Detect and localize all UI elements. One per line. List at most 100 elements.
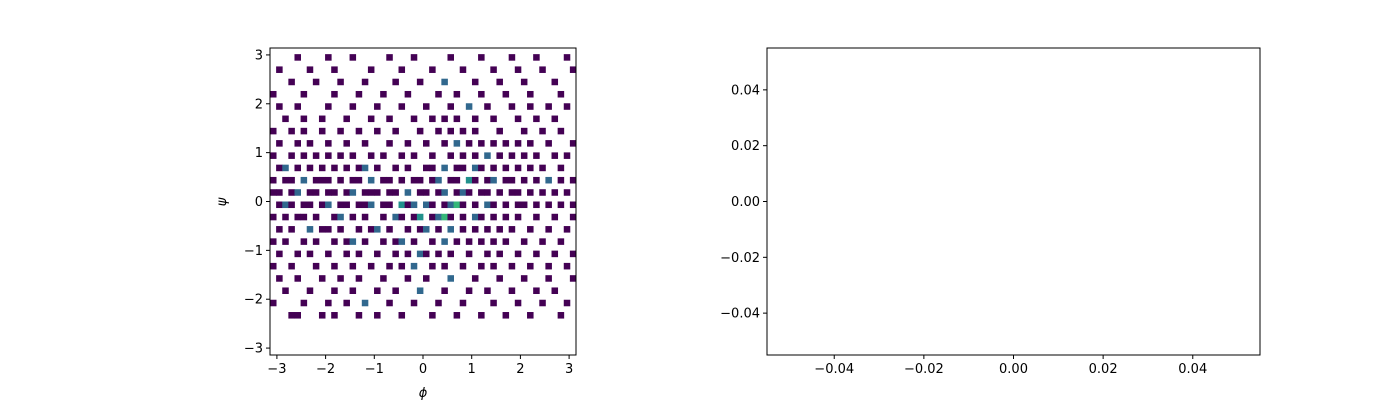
- histogram-cell: [410, 54, 418, 61]
- histogram-cell: [563, 299, 571, 307]
- histogram-cell: [471, 164, 479, 172]
- histogram-cell: [398, 152, 406, 159]
- histogram-cell: [514, 250, 522, 258]
- histogram-cell: [465, 189, 473, 196]
- histogram-cell: [527, 312, 534, 319]
- histogram-cell: [551, 189, 559, 196]
- histogram-cell: [459, 201, 467, 209]
- histogram-cell: [533, 152, 540, 159]
- histogram-cell: [386, 226, 393, 233]
- empty-axes-x-tick-label: −0.02: [904, 362, 944, 377]
- histogram-cell: [447, 103, 454, 110]
- histogram-cell: [300, 299, 308, 307]
- histogram-cell: [465, 103, 473, 110]
- histogram-cell: [325, 152, 332, 159]
- histogram-cell: [361, 140, 369, 147]
- histogram-cell: [539, 299, 546, 307]
- histogram-x-tick-label: −1: [365, 362, 384, 377]
- histogram-cell: [386, 201, 393, 209]
- histogram-cell: [318, 226, 326, 233]
- histogram-cell: [276, 275, 283, 282]
- histogram-cell: [349, 54, 357, 61]
- histogram-cell: [508, 54, 516, 61]
- histogram-cell: [337, 201, 344, 209]
- histogram-cell: [429, 115, 436, 123]
- histogram-y-tick-label: −1: [244, 244, 263, 259]
- histogram-cell: [374, 312, 381, 319]
- histogram-cell: [404, 226, 412, 233]
- histogram-cell: [343, 115, 350, 123]
- histogram-cell: [337, 226, 344, 233]
- histogram-cell: [569, 213, 577, 221]
- histogram-cell: [569, 201, 577, 209]
- histogram-cell: [471, 226, 479, 233]
- histogram-cell: [557, 201, 565, 209]
- histogram-cell: [563, 152, 571, 159]
- histogram-cell: [465, 176, 473, 184]
- histogram-cell: [300, 115, 308, 123]
- histogram-cell: [349, 103, 357, 110]
- histogram-cell: [392, 213, 399, 221]
- histogram-cell: [410, 299, 418, 307]
- histogram-cell: [325, 176, 332, 184]
- histogram-x-tick-label: −2: [316, 362, 335, 377]
- histogram-cell: [294, 213, 301, 221]
- histogram-cell: [374, 127, 381, 135]
- histogram-cell: [533, 201, 540, 209]
- histogram-cell: [447, 226, 454, 233]
- histogram-cell: [484, 176, 491, 184]
- histogram-cell: [355, 312, 363, 319]
- histogram-cell: [447, 176, 454, 184]
- histogram-cell: [337, 176, 344, 184]
- histogram-cell: [392, 127, 399, 135]
- histogram-x-tick-label: −3: [267, 362, 286, 377]
- histogram-cell: [276, 103, 283, 110]
- histogram-cell: [386, 189, 393, 196]
- histogram-cell: [294, 54, 301, 61]
- histogram-cell: [300, 213, 308, 221]
- empty-axes-y-tick-label: 0.00: [731, 195, 760, 210]
- histogram-cell: [508, 103, 516, 110]
- histogram-cell: [404, 140, 412, 147]
- histogram-cell: [527, 90, 534, 98]
- histogram-cell: [514, 164, 522, 172]
- histogram-cell: [490, 164, 497, 172]
- histogram-cell: [551, 287, 559, 294]
- histogram-cell: [514, 201, 522, 209]
- histogram-cell: [337, 213, 344, 221]
- histogram-cell: [563, 103, 571, 110]
- histogram-cell: [459, 66, 467, 73]
- histogram-cell: [453, 189, 461, 196]
- histogram-cell: [288, 152, 295, 159]
- histogram-cell: [349, 287, 357, 294]
- histogram-cell: [306, 201, 314, 209]
- histogram-cell: [423, 103, 430, 110]
- histogram-cell: [380, 275, 387, 282]
- histogram-cell: [478, 312, 485, 319]
- histogram-cell: [453, 115, 461, 123]
- histogram-cell: [539, 189, 546, 196]
- histogram-cell: [508, 262, 516, 270]
- histogram-cell: [355, 90, 363, 98]
- histogram-cell: [374, 287, 381, 294]
- histogram-cell: [312, 213, 320, 221]
- histogram-cell: [404, 201, 412, 209]
- histogram-cell: [459, 152, 467, 159]
- histogram-cell: [533, 287, 540, 294]
- histogram-cell: [312, 176, 320, 184]
- histogram-cell: [361, 164, 369, 172]
- histogram-cell: [325, 189, 332, 196]
- histogram-cell: [300, 152, 308, 159]
- histogram-cell: [490, 213, 497, 221]
- histogram-cell: [294, 189, 301, 196]
- histogram-y-tick-label: 1: [255, 146, 263, 161]
- histogram-cell: [435, 213, 442, 221]
- histogram-cell: [490, 299, 497, 307]
- histogram-cell: [288, 201, 295, 209]
- histogram-cell: [325, 54, 332, 61]
- histogram-cell: [404, 275, 412, 282]
- histogram-cell: [465, 287, 473, 294]
- histogram-cell: [306, 287, 314, 294]
- histogram-cell: [276, 189, 283, 196]
- histogram-cell: [404, 90, 412, 98]
